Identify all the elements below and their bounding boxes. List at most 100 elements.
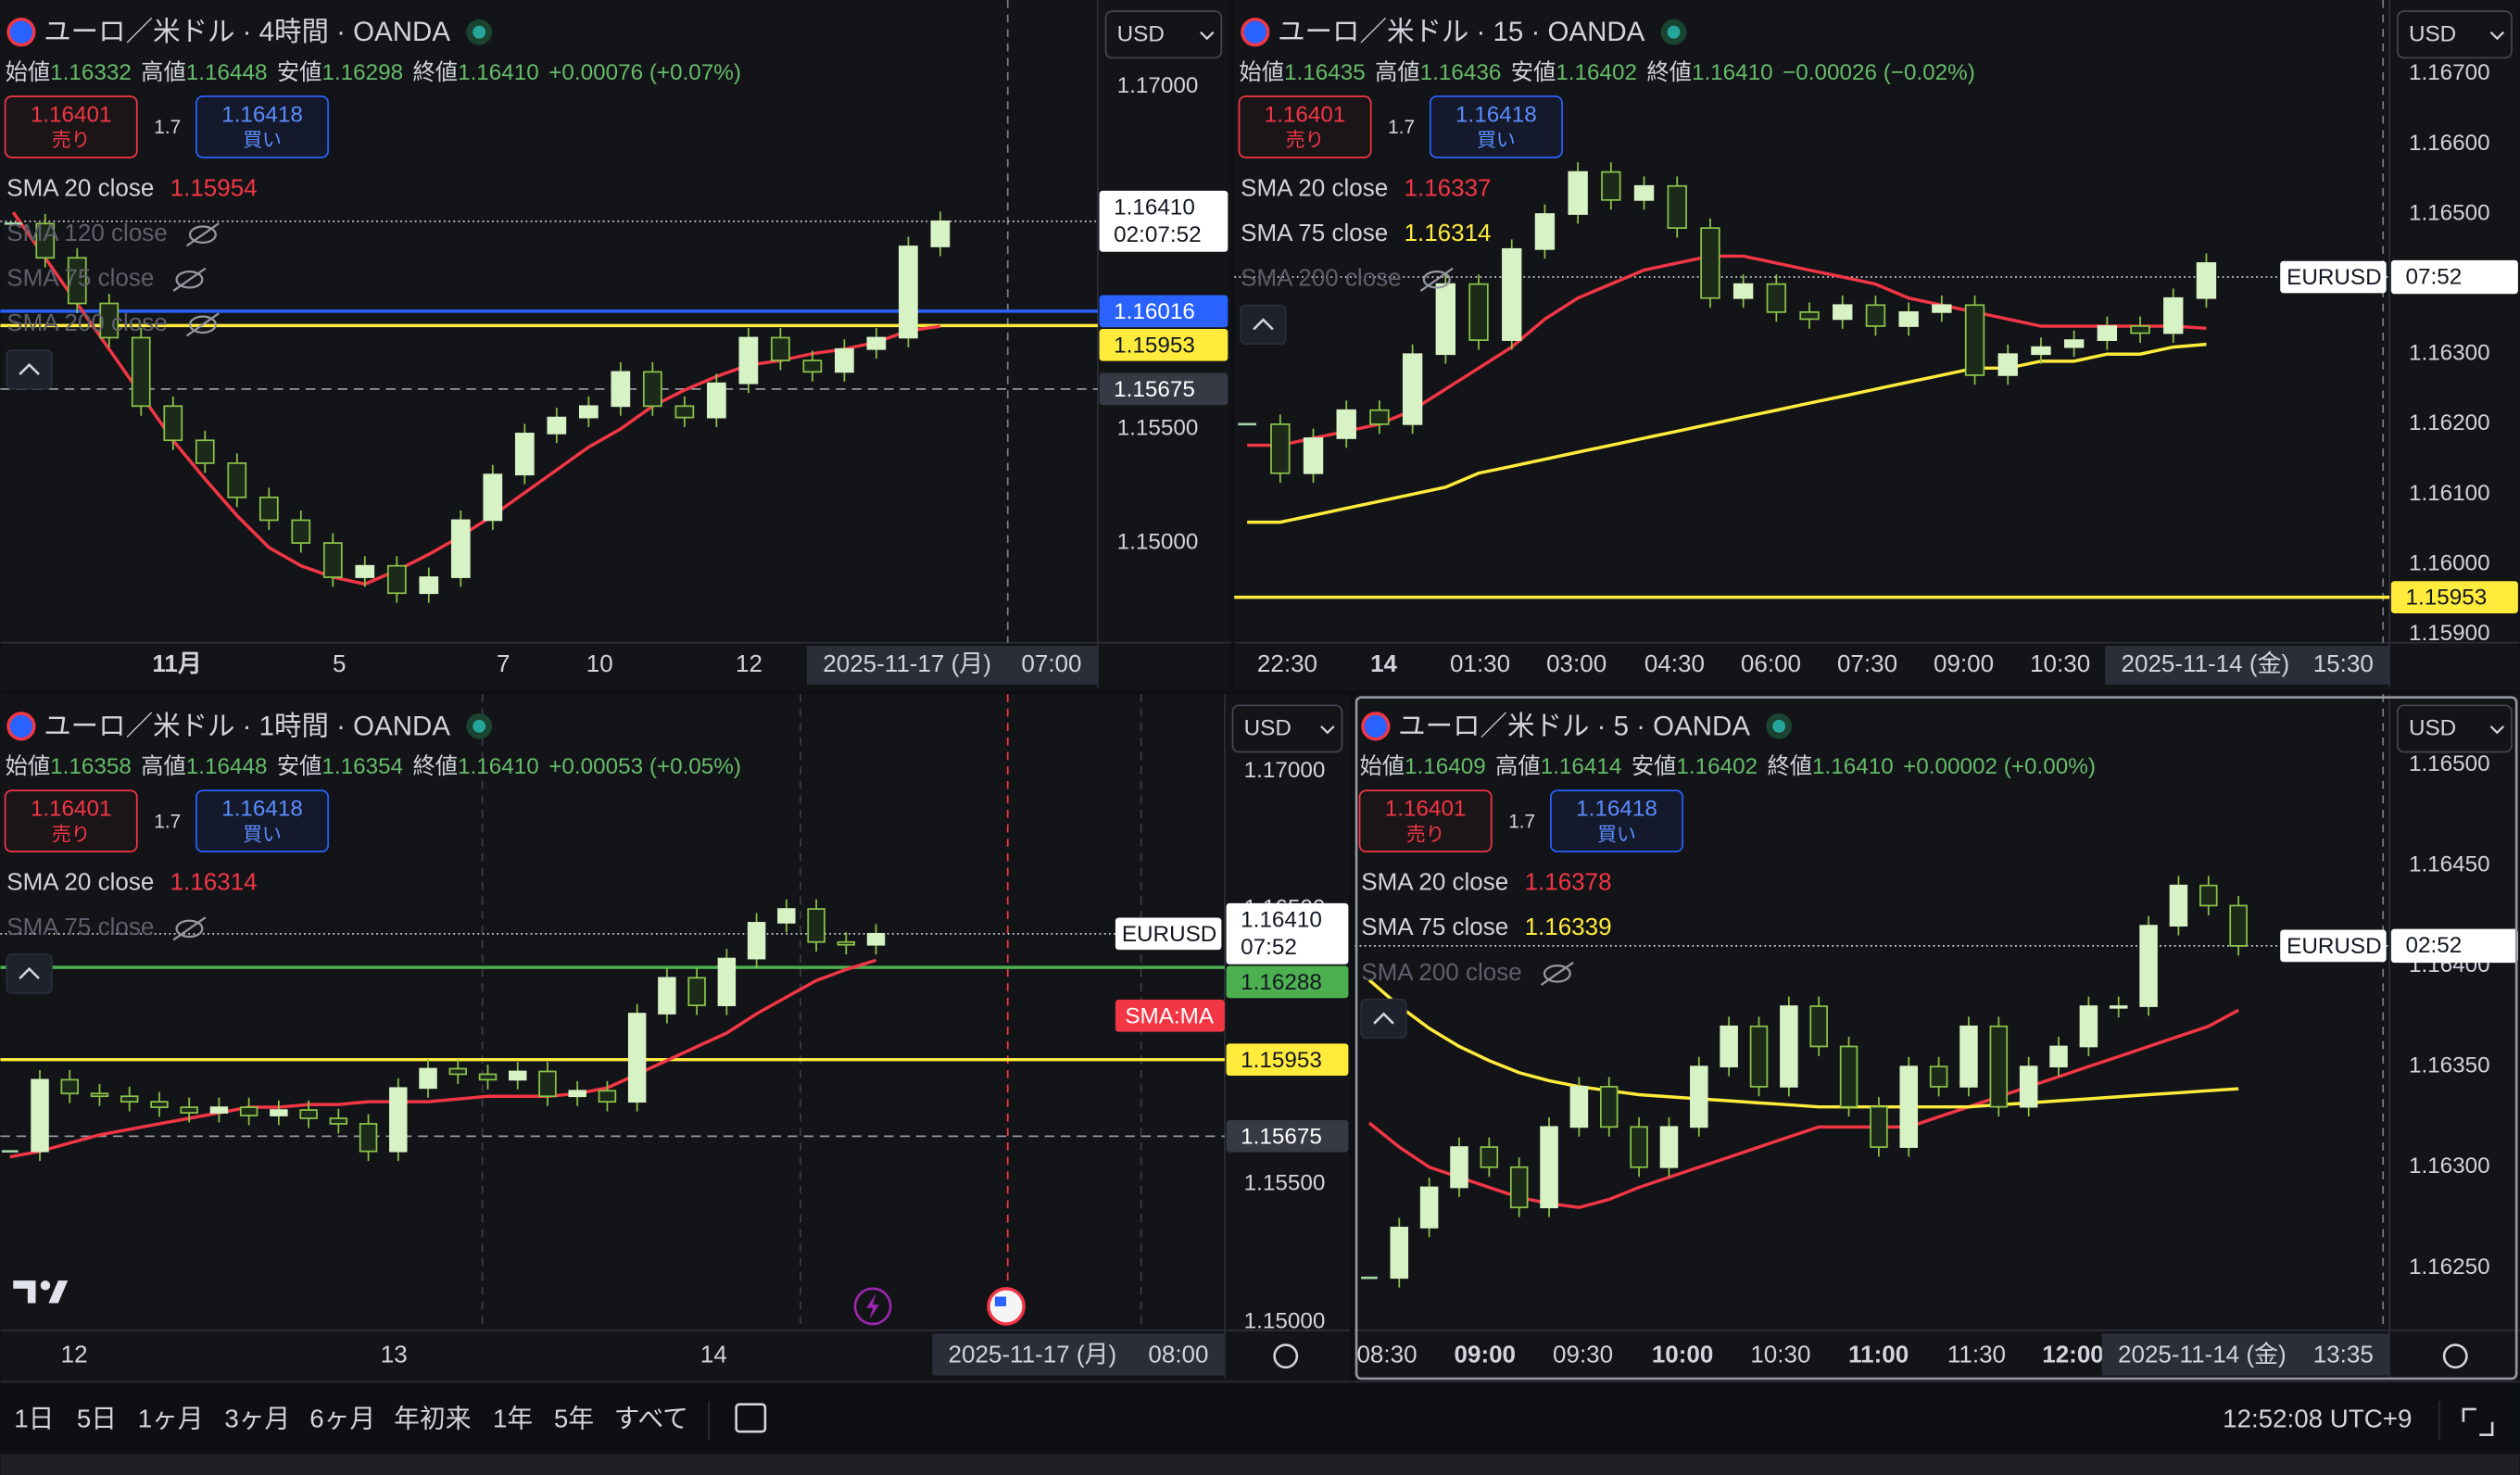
period-button[interactable]: 6ヶ月 bbox=[309, 1404, 375, 1432]
fullscreen-icon[interactable] bbox=[2462, 1407, 2494, 1436]
settings-icon[interactable] bbox=[1273, 1343, 1299, 1369]
y-tick-label: 1.15900 bbox=[2409, 621, 2490, 646]
spread: 1.7 bbox=[1388, 117, 1415, 138]
chart-panel: 1.170001.165001.155001.150001.1641007:52… bbox=[0, 704, 1349, 1376]
collapse-button[interactable] bbox=[1240, 304, 1287, 345]
event-icon[interactable] bbox=[853, 1287, 892, 1326]
chart-panel: 1.165001.164501.164001.163501.163001.162… bbox=[1354, 704, 2518, 1376]
sell-button[interactable] bbox=[4, 789, 138, 852]
symbol-label: EURUSD bbox=[2287, 934, 2381, 959]
hidden-eye-icon[interactable] bbox=[188, 315, 217, 334]
currency-dropdown[interactable] bbox=[1104, 10, 1223, 59]
chart-title[interactable]: ユーロ／米ドル · 5 · OANDA bbox=[1398, 711, 1750, 741]
ohlc-label: 安値 bbox=[277, 754, 322, 779]
buy-button[interactable] bbox=[195, 789, 330, 852]
ohlc-label: 始値 bbox=[1360, 754, 1405, 779]
indicator-name[interactable]: SMA 20 close bbox=[1361, 868, 1508, 896]
collapse-caret bbox=[1253, 318, 1274, 331]
indicator-name[interactable]: SMA 75 close bbox=[6, 264, 154, 292]
ohlc-label: 終値 bbox=[413, 60, 459, 85]
candle bbox=[355, 564, 375, 578]
hidden-eye-icon[interactable] bbox=[175, 270, 204, 289]
period-button[interactable]: 年初来 bbox=[394, 1404, 471, 1432]
candle bbox=[1435, 283, 1456, 356]
currency-label: USD bbox=[1117, 22, 1165, 47]
period-button[interactable]: 5年 bbox=[554, 1404, 594, 1432]
ohlc-value: 1.16410 bbox=[458, 754, 539, 779]
indicator-name[interactable]: SMA 200 close bbox=[6, 309, 167, 336]
candle bbox=[389, 1087, 408, 1153]
cursor-time-box bbox=[806, 646, 1098, 685]
indicator-name[interactable]: SMA 20 close bbox=[1241, 174, 1388, 202]
x-tick-label: 11:30 bbox=[1947, 1341, 2006, 1368]
chart-title[interactable]: ユーロ／米ドル · 1時間 · OANDA bbox=[44, 711, 450, 741]
indicator-name[interactable]: SMA 120 close bbox=[6, 219, 167, 246]
candle bbox=[717, 957, 737, 1006]
indicator-name[interactable]: SMA 75 close bbox=[1241, 219, 1388, 246]
period-button[interactable]: 5日 bbox=[77, 1404, 117, 1432]
candle bbox=[568, 1090, 586, 1098]
currency-dropdown[interactable] bbox=[2396, 10, 2513, 59]
currency-dropdown[interactable] bbox=[1231, 704, 1343, 753]
indicator-name[interactable]: SMA 200 close bbox=[1361, 958, 1521, 986]
collapse-button[interactable] bbox=[6, 349, 53, 390]
candle bbox=[1659, 1126, 1679, 1168]
chart-title[interactable]: ユーロ／米ドル · 4時間 · OANDA bbox=[44, 17, 450, 47]
buy-price: 1.16418 bbox=[1576, 796, 1657, 821]
candle bbox=[1540, 1126, 1558, 1209]
period-button[interactable]: 1年 bbox=[493, 1404, 533, 1432]
candle bbox=[707, 382, 726, 419]
indicator-name[interactable]: SMA 75 close bbox=[6, 913, 154, 940]
indicator-name[interactable]: SMA 200 close bbox=[1241, 264, 1401, 292]
status-dot-inner bbox=[1667, 25, 1681, 39]
candle bbox=[2049, 1045, 2068, 1068]
candle bbox=[514, 433, 535, 476]
last-price-box bbox=[2390, 928, 2518, 964]
candle bbox=[1509, 1166, 1529, 1209]
sell-button[interactable] bbox=[1238, 95, 1372, 158]
candle bbox=[60, 1078, 79, 1095]
buy-button[interactable] bbox=[1550, 789, 1683, 852]
hidden-eye-icon[interactable] bbox=[175, 919, 204, 939]
period-button[interactable]: 1日 bbox=[14, 1404, 54, 1432]
collapse-button[interactable] bbox=[6, 953, 53, 994]
y-tick-label: 1.15000 bbox=[1244, 1308, 1326, 1333]
period-button[interactable]: 1ヶ月 bbox=[138, 1404, 204, 1432]
buy-button[interactable] bbox=[195, 95, 330, 158]
sell-button[interactable] bbox=[1358, 789, 1493, 852]
cursor-time: 08:00 bbox=[1148, 1341, 1208, 1368]
candle bbox=[1989, 1025, 2009, 1108]
candle bbox=[1720, 1025, 1738, 1068]
y-tick-label: 1.15500 bbox=[1244, 1171, 1326, 1196]
settings-icon[interactable] bbox=[2442, 1343, 2468, 1369]
indicator-name[interactable]: SMA 75 close bbox=[1361, 913, 1508, 940]
candle bbox=[899, 246, 918, 339]
collapse-button[interactable] bbox=[1360, 998, 1407, 1040]
currency-label: USD bbox=[1244, 716, 1292, 741]
currency-dropdown[interactable] bbox=[2396, 704, 2513, 753]
hidden-eye-icon[interactable] bbox=[1543, 964, 1571, 983]
currency-label: USD bbox=[2409, 716, 2456, 741]
indicator-name[interactable]: SMA 20 close bbox=[6, 868, 154, 896]
candle bbox=[658, 977, 676, 1015]
indicator-name[interactable]: SMA 20 close bbox=[6, 174, 154, 202]
ohlc-label: 終値 bbox=[413, 754, 459, 779]
last-price-countdown: 02:07:52 bbox=[1114, 222, 1201, 247]
level-label: 1.15953 bbox=[1114, 333, 1195, 358]
hidden-eye-icon[interactable] bbox=[188, 225, 217, 244]
level-label: 1.15953 bbox=[1241, 1048, 1322, 1073]
sell-button[interactable] bbox=[4, 95, 138, 158]
x-tick-label: 03:00 bbox=[1546, 649, 1606, 677]
chart-title[interactable]: ユーロ／米ドル · 15 · OANDA bbox=[1278, 17, 1645, 47]
x-tick-label: 10:30 bbox=[1750, 1341, 1810, 1368]
dropdown-caret bbox=[1200, 31, 1215, 41]
period-button[interactable]: 3ヶ月 bbox=[224, 1404, 290, 1432]
hidden-eye-icon[interactable] bbox=[1422, 270, 1451, 289]
period-button[interactable]: すべて bbox=[614, 1404, 688, 1432]
calendar-icon[interactable] bbox=[735, 1403, 767, 1433]
candle bbox=[2063, 339, 2085, 348]
candle bbox=[1839, 1045, 1858, 1108]
footer-strip bbox=[0, 1454, 2520, 1475]
hidden-eye-slash bbox=[185, 312, 220, 337]
buy-button[interactable] bbox=[1429, 95, 1563, 158]
